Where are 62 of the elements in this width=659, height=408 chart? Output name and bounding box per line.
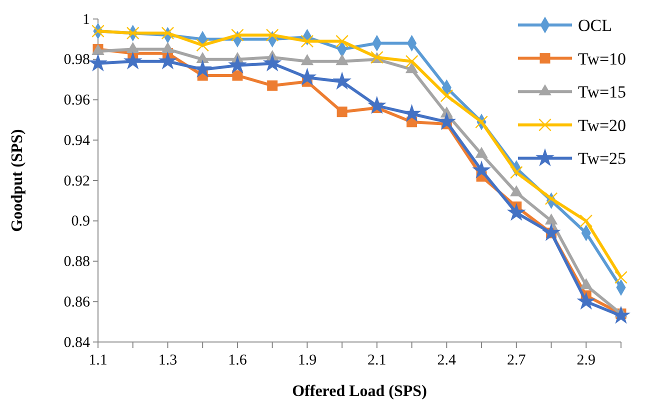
legend-label: Tw=15 (578, 82, 626, 102)
point (336, 54, 348, 66)
legend-label: OCL (578, 16, 612, 35)
point (510, 185, 523, 196)
point (300, 34, 314, 48)
x-tick-label: 2.1 (368, 352, 386, 368)
legend-label: Tw=20 (578, 116, 626, 135)
point (267, 80, 278, 91)
point (161, 26, 174, 40)
x-tick-label: 1.6 (228, 352, 248, 368)
point (228, 56, 247, 74)
y-tick-label: 0.94 (64, 132, 90, 149)
point (544, 214, 558, 225)
point (544, 192, 558, 206)
x-tick-label: 2.9 (576, 352, 596, 368)
x-axis-title: Offered Load (SPS) (292, 383, 427, 400)
y-tick-label: 0.96 (64, 92, 90, 109)
point (262, 54, 282, 72)
x-tick-label: 2.7 (507, 352, 526, 368)
point (580, 278, 592, 290)
point (506, 202, 526, 221)
point (298, 68, 317, 86)
point (196, 52, 209, 64)
y-tick-label: 0.9 (71, 214, 90, 230)
point (580, 214, 593, 228)
point (300, 54, 314, 66)
x-tick-label: 1.9 (298, 352, 317, 368)
point (475, 146, 488, 158)
point (123, 51, 142, 70)
point (232, 70, 243, 81)
point (336, 106, 348, 118)
point (231, 28, 244, 42)
point (88, 54, 108, 72)
point (158, 51, 178, 70)
y-tick-label: 0.84 (64, 334, 90, 351)
point (368, 96, 386, 114)
y-tick-label: 0.98 (64, 52, 90, 68)
point (332, 72, 352, 90)
x-tick-label: 1.3 (158, 352, 178, 368)
point (542, 223, 561, 241)
point (510, 166, 523, 179)
point (266, 28, 279, 42)
legend-label: Tw=25 (578, 149, 626, 168)
point (612, 306, 630, 324)
x-tick-label: 1.1 (88, 352, 108, 368)
x-tick-label: 2.4 (437, 352, 457, 368)
point (614, 270, 628, 284)
point (193, 60, 212, 78)
y-axis-title: Goodput (SPS) (9, 129, 26, 232)
y-tick-label: 1 (82, 12, 90, 28)
point (196, 38, 210, 52)
y-tick-label: 0.86 (64, 294, 90, 310)
y-tick-label: 0.88 (64, 254, 90, 270)
y-tick-label: 0.92 (64, 173, 90, 190)
point (576, 292, 596, 310)
point (405, 54, 418, 68)
legend-label: Tw=10 (578, 49, 626, 68)
point (336, 34, 348, 48)
point (437, 112, 456, 130)
point (405, 62, 418, 74)
point (402, 104, 422, 122)
point (472, 160, 491, 178)
